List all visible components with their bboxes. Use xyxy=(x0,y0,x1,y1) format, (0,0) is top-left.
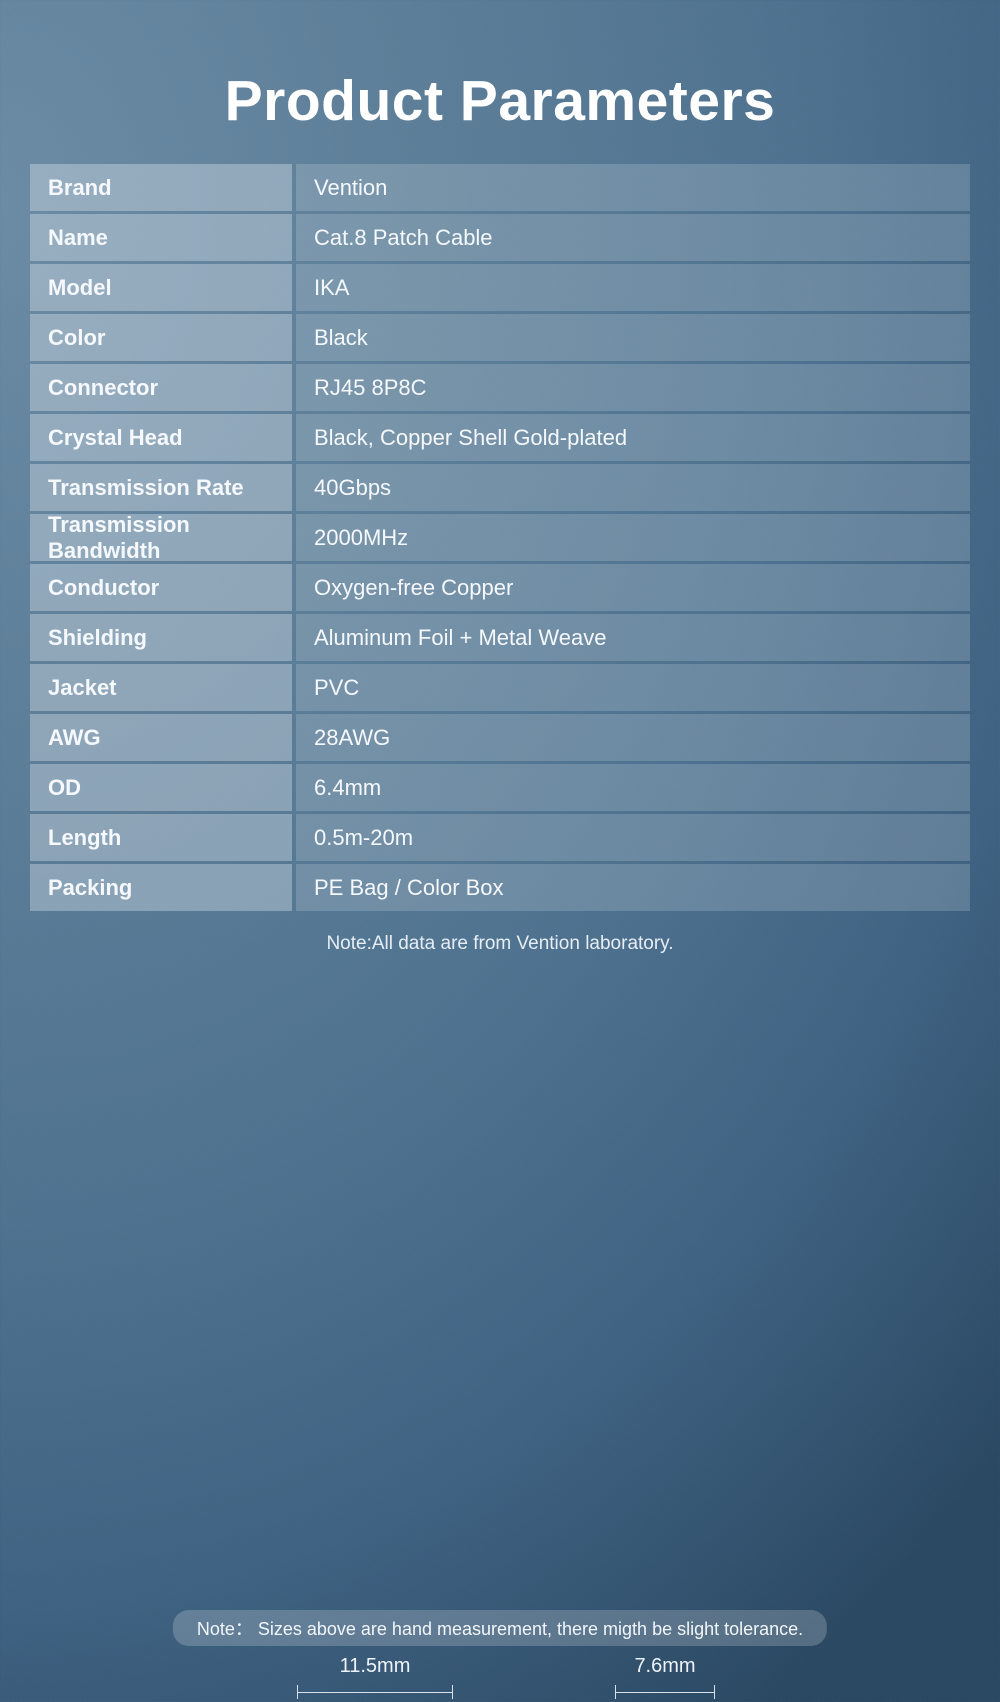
table-row: ConnectorRJ45 8P8C xyxy=(30,364,970,411)
spec-value: RJ45 8P8C xyxy=(296,364,970,411)
spec-value: Oxygen-free Copper xyxy=(296,564,970,611)
spec-label: Transmission Rate xyxy=(30,464,292,511)
table-row: Length0.5m-20m xyxy=(30,814,970,861)
spec-value: 40Gbps xyxy=(296,464,970,511)
table-row: ShieldingAluminum Foil + Metal Weave xyxy=(30,614,970,661)
table-row: Transmission Rate40Gbps xyxy=(30,464,970,511)
spec-value: PVC xyxy=(296,664,970,711)
table-row: AWG28AWG xyxy=(30,714,970,761)
lab-note: Note:All data are from Vention laborator… xyxy=(0,933,1000,955)
table-row: JacketPVC xyxy=(30,664,970,711)
spec-label: Crystal Head xyxy=(30,414,292,461)
table-row: PackingPE Bag / Color Box xyxy=(30,864,970,911)
dimension-rule-icon xyxy=(615,1685,715,1699)
spec-table: BrandVention NameCat.8 Patch Cable Model… xyxy=(30,164,970,911)
table-row: ColorBlack xyxy=(30,314,970,361)
spec-label: Conductor xyxy=(30,564,292,611)
table-row: ModelIKA xyxy=(30,264,970,311)
spec-label: Transmission Bandwidth xyxy=(30,514,292,561)
spec-value: 6.4mm xyxy=(296,764,970,811)
spec-value: IKA xyxy=(296,264,970,311)
dimension-width-front: 11.5mm xyxy=(340,1655,411,1678)
spec-label: Name xyxy=(30,214,292,261)
spec-label: Shielding xyxy=(30,614,292,661)
page-title: Product Parameters xyxy=(0,0,1000,164)
spec-value: Black xyxy=(296,314,970,361)
spec-label: Model xyxy=(30,264,292,311)
table-row: OD6.4mm xyxy=(30,764,970,811)
spec-value: 28AWG xyxy=(296,714,970,761)
spec-value: Vention xyxy=(296,164,970,211)
dimension-width-side: 7.6mm xyxy=(634,1655,695,1678)
spec-value: Aluminum Foil + Metal Weave xyxy=(296,614,970,661)
spec-value: PE Bag / Color Box xyxy=(296,864,970,911)
spec-value: Black, Copper Shell Gold-plated xyxy=(296,414,970,461)
dimension-rule-icon xyxy=(297,1685,453,1699)
tolerance-note: Note： Sizes above are hand measurement, … xyxy=(173,1610,827,1646)
spec-label: Connector xyxy=(30,364,292,411)
spec-label: Brand xyxy=(30,164,292,211)
spec-label: Jacket xyxy=(30,664,292,711)
spec-label: AWG xyxy=(30,714,292,761)
table-row: ConductorOxygen-free Copper xyxy=(30,564,970,611)
spec-value: Cat.8 Patch Cable xyxy=(296,214,970,261)
spec-label: Length xyxy=(30,814,292,861)
connector-diagram: 11.5mm 42.6mm 7.6mm xyxy=(140,957,860,1637)
spec-value: 0.5m-20m xyxy=(296,814,970,861)
spec-label: Color xyxy=(30,314,292,361)
table-row: NameCat.8 Patch Cable xyxy=(30,214,970,261)
table-row: Crystal HeadBlack, Copper Shell Gold-pla… xyxy=(30,414,970,461)
table-row: BrandVention xyxy=(30,164,970,211)
spec-value: 2000MHz xyxy=(296,514,970,561)
spec-label: Packing xyxy=(30,864,292,911)
table-row: Transmission Bandwidth2000MHz xyxy=(30,514,970,561)
spec-label: OD xyxy=(30,764,292,811)
